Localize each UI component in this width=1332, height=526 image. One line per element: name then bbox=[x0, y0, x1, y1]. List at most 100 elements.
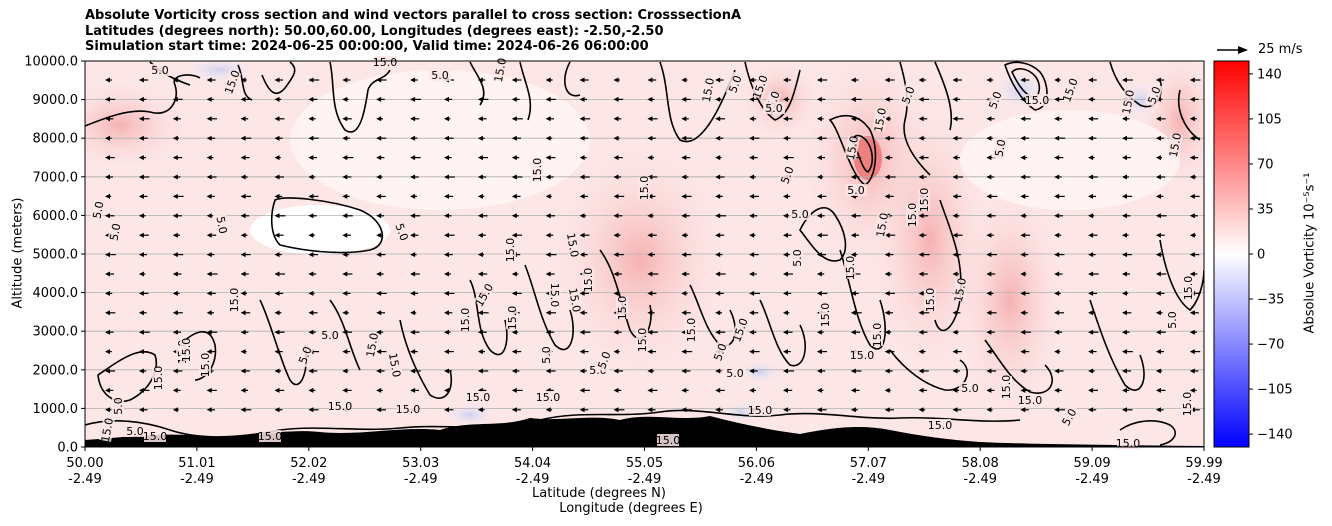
wind-vector-head bbox=[952, 349, 958, 355]
wind-vector-head bbox=[1155, 252, 1161, 258]
contour-label: 15.0 bbox=[152, 366, 165, 391]
wind-vectors bbox=[105, 77, 1201, 413]
wind-vector-head bbox=[681, 193, 687, 199]
wind-key-label: 25 m/s bbox=[1258, 42, 1303, 57]
wind-vector-head bbox=[138, 77, 144, 83]
wind-vector-head bbox=[579, 135, 585, 141]
wind-vector-head bbox=[240, 232, 246, 238]
wind-vector-head bbox=[884, 135, 890, 141]
wind-vector-head bbox=[681, 213, 687, 219]
wind-vector-head bbox=[783, 193, 788, 199]
wind-vector-head bbox=[579, 310, 585, 316]
wind-vector-head bbox=[545, 407, 551, 413]
contour-line bbox=[85, 74, 201, 127]
wind-vector-head bbox=[783, 213, 788, 219]
wind-vector-head bbox=[308, 193, 314, 199]
wind-vector-head bbox=[511, 77, 517, 83]
wind-vector-head bbox=[1020, 368, 1026, 374]
wind-vector-head bbox=[783, 252, 788, 258]
wind-vector-head bbox=[1020, 290, 1026, 296]
wind-vector-head bbox=[138, 310, 144, 316]
wind-vector-head bbox=[172, 135, 178, 141]
wind-vector-head bbox=[1122, 368, 1127, 374]
wind-vector-head bbox=[444, 368, 449, 374]
wind-vector-head bbox=[410, 329, 416, 335]
contour-label-text: 15.0 bbox=[1120, 89, 1137, 115]
wind-vector-head bbox=[545, 252, 551, 258]
x-tick-label-lat: 51.01 bbox=[178, 456, 215, 471]
wind-vector-head bbox=[816, 290, 822, 296]
wind-vector-head bbox=[172, 213, 178, 219]
contour-label: 5.0 bbox=[789, 208, 811, 221]
wind-vector-head bbox=[545, 368, 551, 374]
contour-label: 15.0 bbox=[906, 203, 919, 227]
wind-vector-head bbox=[613, 155, 619, 161]
vorticity-patch bbox=[445, 403, 495, 427]
wind-vector-head bbox=[749, 290, 755, 296]
wind-vector-head bbox=[477, 116, 483, 122]
colorbar-ticks: 140 105 70 35 0 −35 −70 −105 −140 bbox=[1249, 67, 1293, 443]
contour-label-text: 15.0 bbox=[656, 434, 681, 447]
wind-vector-head bbox=[1155, 290, 1161, 296]
wind-vector-head bbox=[1122, 193, 1127, 199]
wind-vector-head bbox=[1054, 310, 1060, 316]
wind-vector-head bbox=[308, 387, 314, 393]
wind-vector-head bbox=[749, 232, 755, 238]
wind-vector-head bbox=[952, 135, 958, 141]
wind-vector-head bbox=[511, 96, 517, 102]
wind-vector-head bbox=[376, 232, 382, 238]
wind-vector-head bbox=[816, 368, 822, 374]
contour-line bbox=[1089, 299, 1145, 391]
wind-vector-head bbox=[952, 213, 958, 219]
wind-vector-head bbox=[444, 290, 449, 296]
wind-vector-head bbox=[308, 271, 314, 277]
wind-vector-head bbox=[477, 368, 483, 374]
wind-vector-head bbox=[1189, 77, 1195, 83]
chart-title: Absolute Vorticity cross section and win… bbox=[85, 8, 741, 55]
wind-vector-head bbox=[579, 329, 585, 335]
wind-vector-head bbox=[376, 349, 382, 355]
contour-label: 15.0 bbox=[328, 400, 352, 413]
vorticity-patch bbox=[85, 80, 190, 170]
wind-vector-head bbox=[206, 96, 212, 102]
contour-line bbox=[889, 349, 968, 391]
wind-vector-head bbox=[613, 193, 619, 199]
wind-vector-head bbox=[647, 290, 653, 296]
wind-vector-head bbox=[1088, 155, 1094, 161]
wind-vector-head bbox=[1122, 135, 1127, 141]
contour-label-text: 15.0 bbox=[928, 419, 953, 432]
contour-label-text: 15.0 bbox=[638, 176, 651, 201]
wind-vector-head bbox=[105, 96, 110, 102]
wind-vector-head bbox=[783, 77, 788, 83]
wind-vector-head bbox=[138, 368, 144, 374]
wind-vector-head bbox=[715, 329, 721, 335]
wind-vector-head bbox=[274, 213, 280, 219]
contour-label: 15.0 bbox=[536, 391, 560, 404]
wind-vector-head bbox=[206, 387, 212, 393]
wind-vector-head bbox=[681, 252, 687, 258]
contour-label: 15.0 bbox=[616, 296, 629, 320]
wind-vector-head bbox=[749, 193, 755, 199]
contour-line bbox=[851, 134, 874, 173]
wind-vector-head bbox=[410, 155, 416, 161]
contour-label-text: 15.0 bbox=[152, 366, 165, 391]
wind-vector-head bbox=[206, 310, 212, 316]
wind-vector-head bbox=[986, 155, 992, 161]
contour-line bbox=[899, 61, 931, 176]
wind-vector-head bbox=[274, 368, 280, 374]
wind-vector-head bbox=[816, 329, 822, 335]
wind-vector-head bbox=[1155, 329, 1161, 335]
contour-label-text: 5.0 bbox=[726, 74, 744, 95]
colorbar bbox=[1213, 60, 1250, 448]
wind-vector-head bbox=[342, 193, 348, 199]
wind-vector-head bbox=[1020, 155, 1026, 161]
wind-vector-head bbox=[274, 193, 280, 199]
wind-vector-head bbox=[376, 116, 382, 122]
contour-label-text: 5.0 bbox=[112, 397, 125, 415]
wind-vector-head bbox=[477, 77, 483, 83]
contour-label-text: 5.0 bbox=[1166, 311, 1179, 329]
wind-vector-head bbox=[342, 329, 348, 335]
wind-vector-head bbox=[172, 387, 178, 393]
contour-label: 15.0 bbox=[582, 268, 595, 292]
wind-vector-head bbox=[952, 193, 958, 199]
